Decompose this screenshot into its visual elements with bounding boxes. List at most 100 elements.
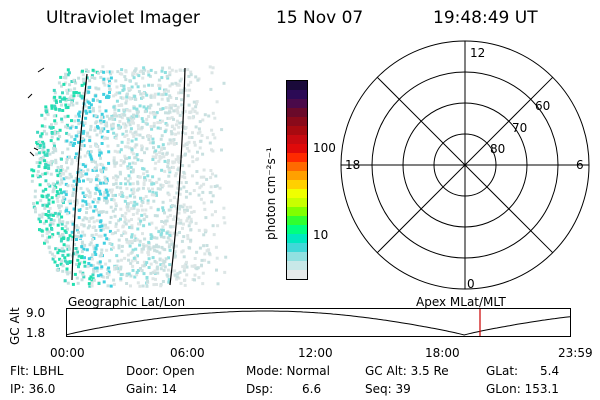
image-pixel xyxy=(120,234,124,237)
image-pixel xyxy=(58,182,62,186)
image-pixel xyxy=(46,182,50,186)
image-pixel xyxy=(180,239,184,243)
image-pixel xyxy=(167,184,171,188)
image-pixel xyxy=(161,225,165,229)
image-pixel xyxy=(97,234,101,238)
image-pixel xyxy=(124,145,128,149)
image-pixel xyxy=(89,103,93,107)
colorbar-segment xyxy=(287,270,307,279)
image-pixel xyxy=(154,71,158,75)
image-pixel xyxy=(168,170,172,174)
image-pixel xyxy=(182,88,186,92)
image-pixel xyxy=(160,119,164,123)
image-pixel xyxy=(160,235,163,239)
image-pixel xyxy=(102,77,106,81)
image-pixel xyxy=(55,169,59,173)
image-pixel xyxy=(133,200,137,204)
image-pixel xyxy=(125,282,129,285)
image-pixel xyxy=(142,91,146,95)
image-pixel xyxy=(100,116,103,120)
timeline-right-caption: Apex MLat/MLT xyxy=(416,295,506,309)
image-pixel xyxy=(77,262,81,266)
image-pixel xyxy=(164,122,168,125)
image-pixel xyxy=(58,95,62,99)
image-pixel xyxy=(147,73,151,77)
image-pixel xyxy=(135,114,139,118)
image-pixel xyxy=(179,218,183,222)
image-pixel xyxy=(159,267,163,271)
image-pixel xyxy=(80,83,84,87)
image-pixel xyxy=(187,246,191,250)
image-pixel xyxy=(108,220,112,224)
image-pixel xyxy=(134,67,138,71)
image-pixel xyxy=(213,136,217,140)
image-pixel xyxy=(182,269,186,273)
image-pixel xyxy=(35,173,39,177)
image-pixel xyxy=(118,193,122,197)
image-pixel xyxy=(69,199,73,203)
image-pixel xyxy=(44,109,48,113)
image-pixel xyxy=(86,177,90,181)
image-pixel xyxy=(168,116,172,120)
image-pixel xyxy=(88,205,92,209)
image-pixel xyxy=(77,91,81,95)
image-pixel xyxy=(61,168,64,172)
image-pixel xyxy=(88,135,92,139)
image-pixel xyxy=(66,126,70,130)
image-pixel xyxy=(91,237,94,241)
image-pixel xyxy=(60,259,64,263)
image-pixel xyxy=(152,182,156,186)
instrument-title: Ultraviolet Imager xyxy=(46,8,200,28)
image-pixel xyxy=(149,103,153,107)
image-pixel xyxy=(136,114,140,118)
image-pixel xyxy=(45,232,49,236)
info-glon: GLon: 153.1 xyxy=(486,382,559,396)
image-pixel xyxy=(35,141,39,144)
image-pixel xyxy=(93,76,97,80)
image-pixel xyxy=(141,264,145,268)
image-pixel xyxy=(161,206,165,210)
image-pixel xyxy=(77,230,80,234)
image-pixel xyxy=(129,127,133,131)
image-pixel xyxy=(164,111,167,115)
image-pixel xyxy=(51,182,55,186)
image-pixel xyxy=(119,265,123,269)
image-pixel xyxy=(158,84,162,88)
image-pixel xyxy=(175,275,179,279)
image-pixel xyxy=(102,275,106,279)
image-pixel xyxy=(83,121,87,125)
image-pixel xyxy=(80,250,84,254)
image-pixel xyxy=(55,268,59,272)
image-pixel xyxy=(166,165,170,169)
image-pixel xyxy=(120,116,124,120)
image-pixel xyxy=(53,119,57,123)
image-pixel xyxy=(97,213,101,217)
image-pixel xyxy=(142,84,146,88)
image-pixel xyxy=(102,70,106,74)
image-pixel xyxy=(84,68,88,72)
image-pixel xyxy=(190,136,194,139)
image-pixel xyxy=(167,166,171,170)
image-pixel xyxy=(124,101,128,105)
image-pixel xyxy=(68,155,71,159)
image-pixel xyxy=(177,157,180,161)
image-pixel xyxy=(164,180,167,184)
image-pixel xyxy=(149,262,153,266)
image-pixel xyxy=(54,99,58,103)
image-pixel xyxy=(141,119,145,123)
image-pixel xyxy=(136,254,139,258)
image-pixel xyxy=(179,181,183,185)
image-pixel xyxy=(130,188,134,192)
image-pixel xyxy=(104,180,108,184)
image-pixel xyxy=(194,105,198,109)
image-pixel xyxy=(65,206,69,210)
image-pixel xyxy=(187,215,191,219)
image-pixel xyxy=(216,224,220,228)
image-pixel xyxy=(136,188,140,192)
image-pixel xyxy=(163,130,167,134)
image-pixel xyxy=(59,262,63,266)
image-pixel xyxy=(83,82,87,86)
image-pixel xyxy=(133,94,137,98)
image-pixel xyxy=(116,150,120,154)
image-pixel xyxy=(107,273,111,277)
